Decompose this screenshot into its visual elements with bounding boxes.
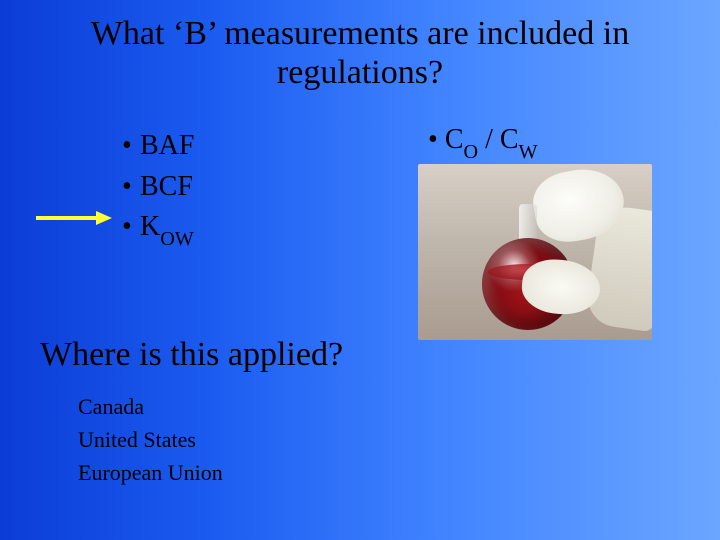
sub-w: W [519, 141, 538, 163]
co-cw-expression: CO / CW [445, 124, 538, 155]
applied-list: Canada United States European Union [78, 390, 223, 489]
bullet-label: KOW [140, 207, 194, 251]
ratio-sep: / [478, 124, 500, 155]
title-line-1: What ‘B’ measurements are included in [91, 15, 629, 52]
arrow-head [96, 211, 112, 225]
title-line-2: regulations? [277, 54, 443, 91]
applied-item-us: United States [78, 423, 223, 456]
bullet-dot: • [122, 126, 140, 167]
bullet-item-bcf: • BCF [122, 167, 194, 208]
question-where-applied: Where is this applied? [40, 336, 343, 374]
bullet-dot: • [122, 207, 140, 248]
arrow-shaft [36, 216, 100, 220]
bullet-item-baf: • BAF [122, 126, 194, 167]
flask-photo [418, 164, 652, 340]
slide-title: What ‘B’ measurements are included in re… [0, 14, 720, 92]
bullet-label: BCF [140, 167, 193, 208]
bullet-dot: • [122, 167, 140, 208]
c2: C [500, 124, 519, 155]
kow-prefix: K [140, 211, 160, 242]
right-bullet-co-cw: • CO / CW [428, 124, 538, 161]
sub-o: O [464, 141, 479, 163]
applied-item-canada: Canada [78, 390, 223, 423]
bullet-dot: • [428, 124, 438, 155]
left-bullet-list: • BAF • BCF • KOW [122, 126, 194, 251]
applied-item-eu: European Union [78, 456, 223, 489]
bullet-item-kow: • KOW [122, 207, 194, 251]
arrow-indicator [36, 213, 116, 223]
slide: What ‘B’ measurements are included in re… [0, 0, 720, 540]
bullet-label: BAF [140, 126, 194, 167]
c1: C [445, 124, 464, 155]
kow-subscript: OW [160, 228, 194, 250]
